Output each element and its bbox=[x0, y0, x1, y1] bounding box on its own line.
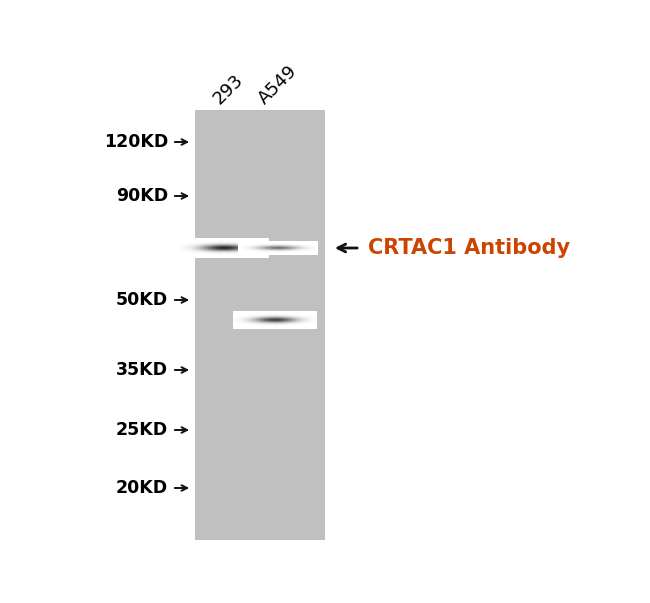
Text: 50KD: 50KD bbox=[116, 291, 168, 309]
Text: 20KD: 20KD bbox=[116, 479, 168, 497]
Text: 293: 293 bbox=[209, 71, 246, 108]
Text: A549: A549 bbox=[255, 62, 301, 108]
Text: 35KD: 35KD bbox=[116, 361, 168, 379]
Text: CRTAC1 Antibody: CRTAC1 Antibody bbox=[368, 238, 570, 258]
Text: 120KD: 120KD bbox=[104, 133, 168, 151]
Bar bbox=[195, 110, 325, 540]
Text: 90KD: 90KD bbox=[116, 187, 168, 205]
Text: 25KD: 25KD bbox=[116, 421, 168, 439]
